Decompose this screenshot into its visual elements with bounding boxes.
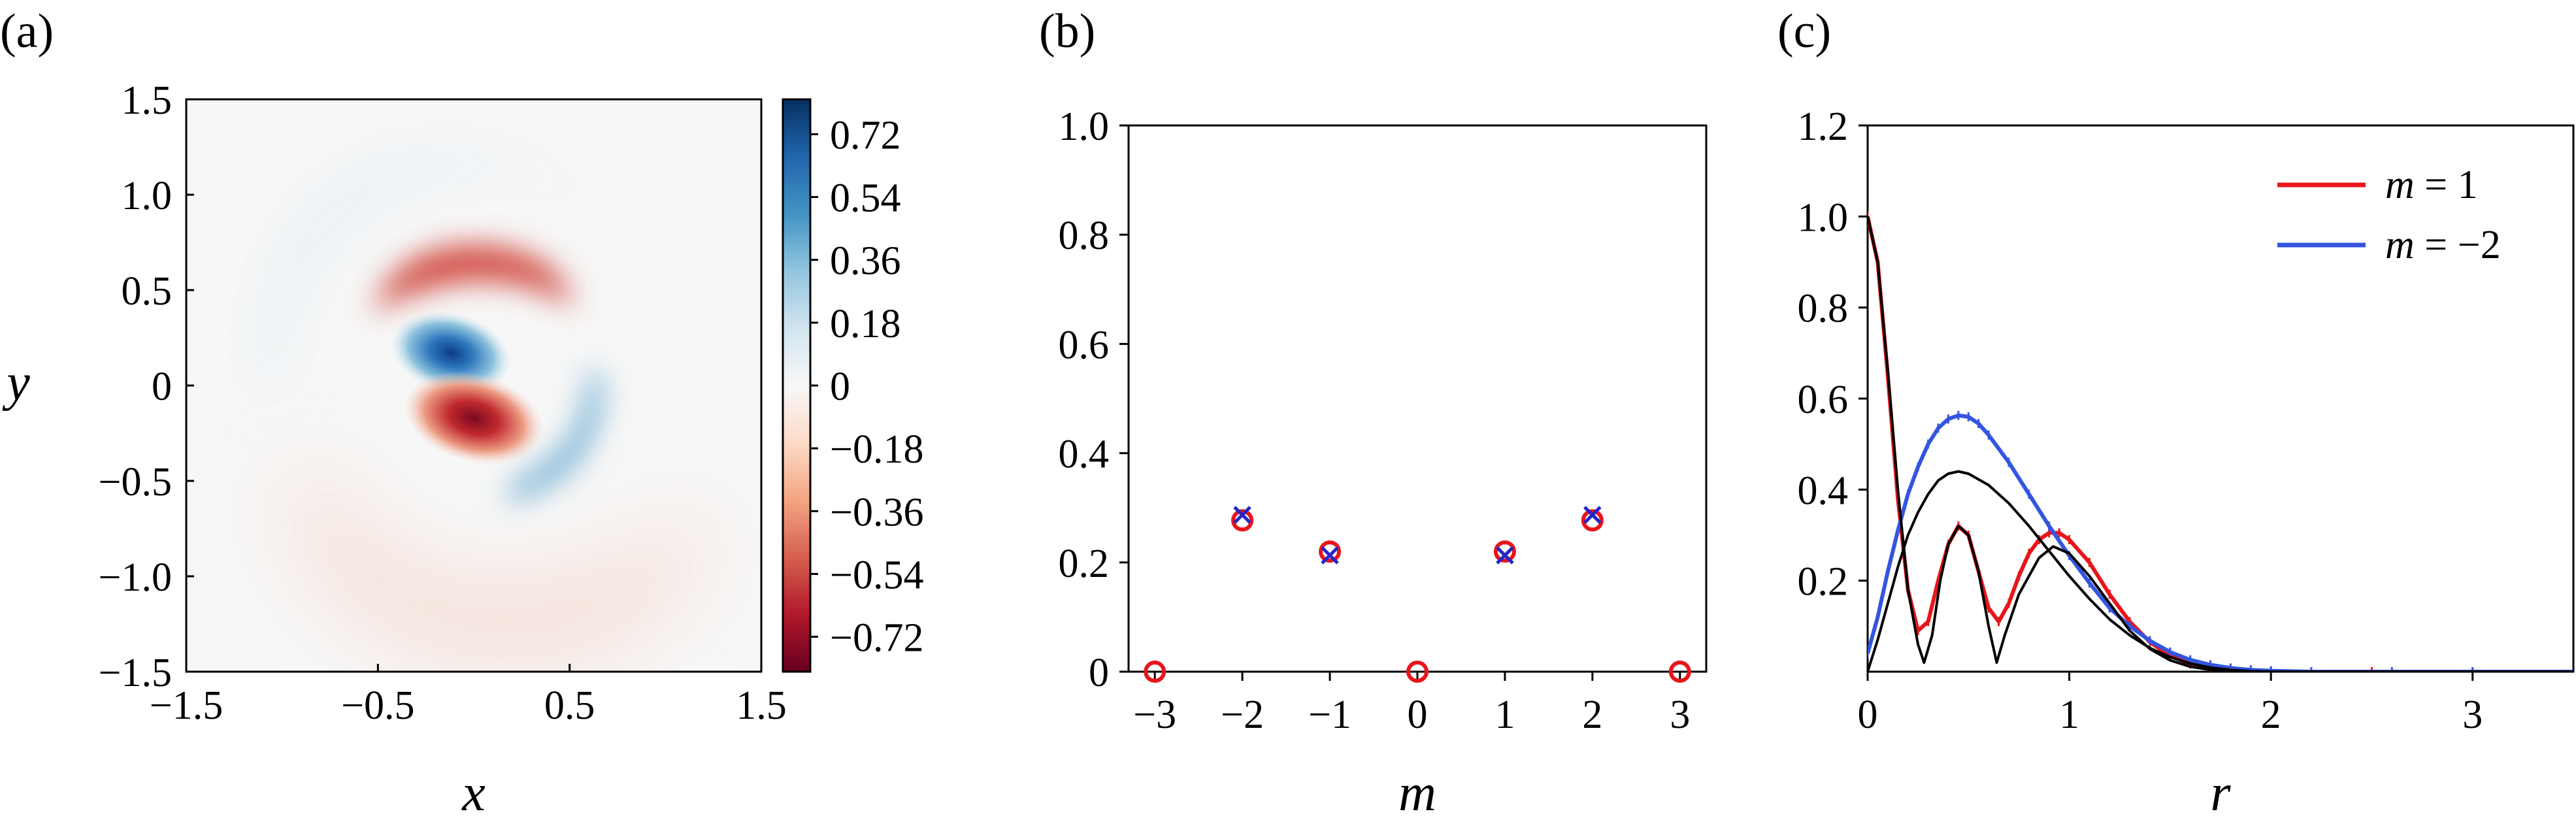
line-xtick-1: 1	[2059, 693, 2079, 737]
panel-c: (c) 0 1 2 3 0.2 0.4 0.6 0.8 1.0 1.2 r m = 1 m = −…	[1777, 5, 2575, 820]
scatter-frame	[1127, 124, 1708, 673]
panel-b-label: (b)	[1039, 5, 1095, 58]
colorbar-tick-5: −0.18	[830, 427, 923, 472]
line-series-3	[1868, 470, 2573, 672]
scatter-xtick-0: −3	[1133, 693, 1176, 737]
scatter-point-circle-5	[1581, 509, 1604, 532]
scatter-point-circle-2	[1319, 540, 1342, 563]
panel-a: (a) −1.5 −0.5 0.5 1.51.51.00.50−0.5−1.0−1.5…	[0, 5, 923, 820]
legend-m1-var: m	[2385, 163, 2415, 207]
scatter-xtick-5: 2	[1582, 693, 1602, 737]
line-ytick-0: 0.2	[1798, 560, 1849, 604]
scatter-cross-stroke-b-1	[1321, 546, 1339, 565]
scatter-ticks: −3 −2 −1 0 1 2 3 0 0.2 0.4 0.6 0.8 1.0	[1059, 105, 1691, 737]
scatter-point-cross-3	[1583, 506, 1602, 524]
heatmap-ylabel: y	[2, 354, 30, 412]
scatter-point-circle-1	[1231, 509, 1254, 532]
scatter-point-circle-6	[1668, 661, 1691, 683]
heatmap-ytick-0: 1.5	[122, 78, 173, 123]
line-xtick-2: 2	[2261, 693, 2281, 737]
heatmap-lower-blue-crescent	[503, 366, 603, 503]
heatmap-ytick-5: −1.0	[99, 555, 172, 600]
scatter-point-circle-4	[1493, 540, 1516, 563]
heatmap-upper-red-crescent	[372, 245, 575, 314]
scatter-point-circle-3	[1406, 661, 1428, 683]
scatter-marks	[1144, 506, 1691, 683]
scatter-ytick-4: 0.8	[1059, 214, 1110, 258]
scatter-cross-stroke-b-0	[1233, 506, 1251, 524]
heatmap-xlabel: x	[461, 764, 486, 820]
panel-c-label: (c)	[1777, 5, 1831, 58]
colorbar-tick-1: 0.54	[830, 176, 901, 221]
scatter-ytick-3: 0.6	[1059, 323, 1110, 367]
scatter-point-cross-0	[1233, 506, 1251, 524]
colorbar-tick-6: −0.36	[830, 490, 923, 534]
legend-m1-value: = 1	[2415, 163, 2478, 207]
heatmap-xtick-3: 1.5	[736, 683, 787, 728]
scatter-point-cross-2	[1496, 546, 1514, 565]
scatter-cross-stroke-b-3	[1583, 506, 1602, 524]
line-xtick-3: 3	[2462, 693, 2483, 737]
legend-label-m-2: m = −2	[2385, 223, 2501, 267]
colorbar-ticks: 0.72 0.54 0.36 0.18 0 −0.18 −0.36 −0.54 −0.72	[810, 113, 923, 661]
panel-b: (b) −3 −2 −1 0 1 2 3 0 0.2 0.4 0.6 0.8 1.0 m	[1039, 5, 1708, 820]
heatmap-ytick-4: −0.5	[99, 460, 172, 504]
line-ytick-1: 0.4	[1798, 468, 1849, 513]
scatter-ytick-5: 1.0	[1059, 105, 1110, 149]
line-ytick-4: 1.0	[1798, 195, 1849, 240]
line-ytick-3: 0.8	[1798, 287, 1849, 331]
colorbar-tick-2: 0.36	[830, 239, 901, 284]
scatter-point-circle-0	[1144, 661, 1166, 683]
panel-a-label: (a)	[0, 5, 54, 58]
scatter-ytick-2: 0.4	[1059, 433, 1110, 477]
heatmap-ytick-6: −1.5	[99, 651, 172, 695]
heatmap-ytick-1: 1.0	[122, 174, 173, 218]
heatmap-ticks: −1.5 −0.5 0.5 1.5 1.5 1.0 0.5 0 −0.5 −1.0 −1.5	[99, 78, 787, 728]
heatmap-xtick-1: −0.5	[341, 683, 414, 728]
line-xtick-0: 0	[1858, 693, 1878, 737]
colorbar-tick-3: 0.18	[830, 302, 901, 346]
heatmap-ytick-2: 0.5	[122, 269, 173, 314]
scatter-ytick-0: 0	[1089, 651, 1109, 695]
line-ticks: 0 1 2 3 0.2 0.4 0.6 0.8 1.0 1.2	[1798, 105, 2483, 737]
line-ytick-2: 0.6	[1798, 378, 1849, 422]
heatmap-blue-core	[389, 310, 512, 395]
line-ytick-5: 1.2	[1798, 105, 1849, 149]
colorbar-tick-0: 0.72	[830, 113, 901, 157]
scatter-xlabel: m	[1398, 764, 1436, 820]
heatmap-field	[186, 99, 761, 672]
colorbar	[782, 98, 812, 673]
line-series-2	[1868, 216, 2573, 672]
line-series	[1868, 212, 2573, 672]
line-frame	[1866, 124, 2575, 673]
heatmap-red-core	[403, 371, 544, 465]
heatmap-ytick-3: 0	[152, 365, 172, 409]
heatmap-outer-red-arc	[294, 457, 706, 648]
scatter-xtick-3: 0	[1408, 693, 1428, 737]
scatter-ytick-1: 0.2	[1059, 542, 1110, 586]
scatter-xtick-2: −1	[1308, 693, 1351, 737]
legend-label-m1: m = 1	[2385, 163, 2478, 207]
scatter-cross-stroke-b-2	[1496, 546, 1514, 565]
colorbar-tick-7: −0.54	[830, 553, 923, 597]
scatter-point-cross-1	[1321, 546, 1339, 565]
legend-m-2-value: = −2	[2415, 223, 2501, 267]
heatmap-xtick-2: 0.5	[544, 683, 595, 728]
legend-m-2-var: m	[2385, 223, 2415, 267]
line-legend: m = 1 m = −2	[2277, 163, 2501, 267]
scatter-xtick-1: −2	[1221, 693, 1264, 737]
colorbar-tick-8: −0.72	[830, 616, 923, 661]
heatmap-xtick-0: −1.5	[150, 683, 223, 728]
scatter-xtick-4: 1	[1494, 693, 1515, 737]
colorbar-tick-4: 0	[830, 365, 850, 409]
line-xlabel: r	[2210, 764, 2231, 820]
scatter-xtick-6: 3	[1670, 693, 1690, 737]
